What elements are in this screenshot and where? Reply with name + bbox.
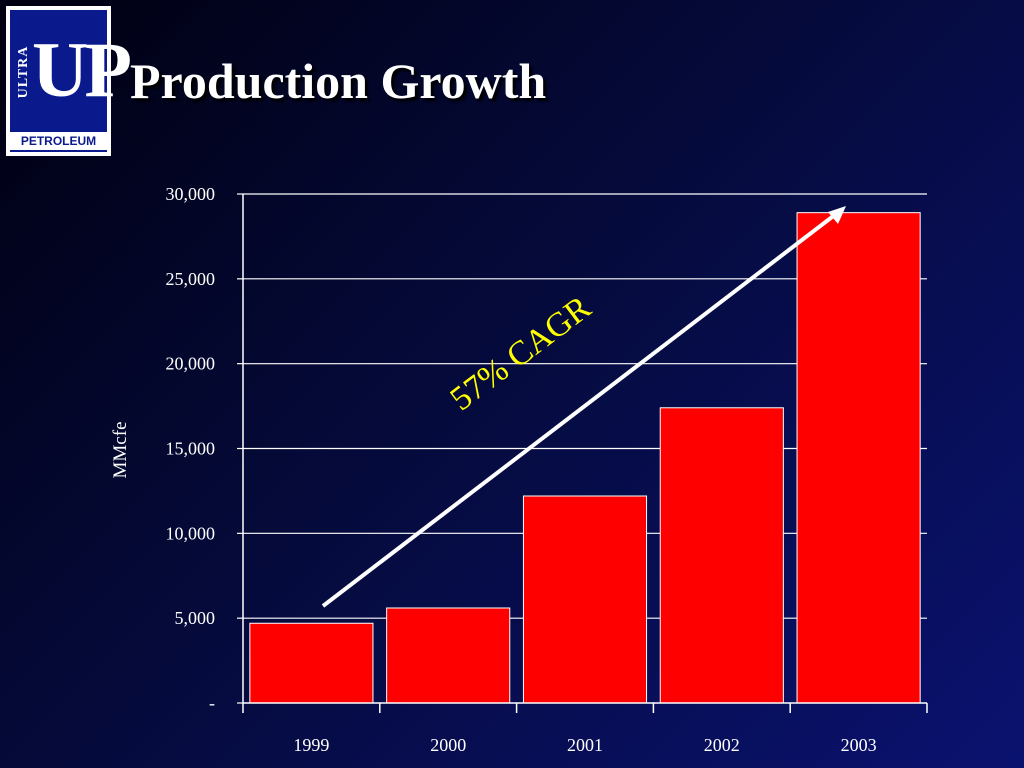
- logo-bottom-word: PETROLEUM: [10, 132, 107, 150]
- company-logo: UP ULTRA PETROLEUM: [6, 6, 132, 156]
- cagr-annotation: 57% CAGR: [444, 289, 599, 418]
- bar: [386, 607, 511, 704]
- x-tick-label: 2002: [704, 735, 740, 755]
- y-tick-label: 10,000: [166, 523, 216, 543]
- logo-panel: [10, 10, 107, 152]
- bar: [522, 495, 648, 704]
- bar: [659, 407, 784, 704]
- bar: [249, 622, 374, 704]
- y-tick-label: 30,000: [166, 184, 216, 204]
- y-tick-label: 20,000: [166, 354, 216, 374]
- growth-arrow-head: [828, 206, 846, 224]
- x-tick-label: 1999: [293, 735, 329, 755]
- logo-mark: UP: [32, 26, 132, 113]
- y-tick-label: -: [209, 693, 215, 713]
- y-tick-label: 25,000: [166, 269, 216, 289]
- y-axis-title: MMcfe: [110, 422, 131, 479]
- x-tick-label: 2001: [567, 735, 603, 755]
- y-tick-label: 15,000: [166, 439, 216, 459]
- y-tick-label: 5,000: [175, 608, 216, 628]
- growth-arrow: [321, 212, 838, 608]
- slide-title: Production Growth: [130, 53, 547, 109]
- x-tick-label: 2003: [841, 735, 877, 755]
- bar: [796, 212, 921, 704]
- x-tick-label: 2000: [430, 735, 466, 755]
